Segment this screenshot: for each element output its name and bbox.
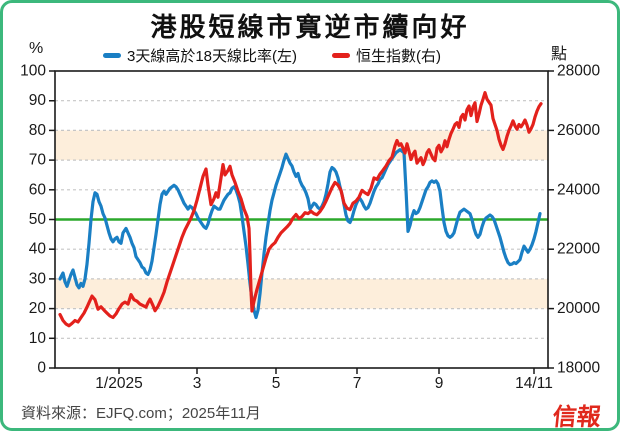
legend-swatch-blue-icon (103, 53, 121, 58)
page-title: 港股短線市寬逆市續向好 (150, 12, 470, 42)
right-axis-tick-label: 24000 (557, 181, 600, 198)
x-axis-tick-label: 1/2025 (95, 375, 142, 392)
left-axis-tick-label: 20 (29, 300, 47, 317)
legend-item-hang-seng-index: 恒生指數(右) (332, 45, 441, 66)
shaded-band (55, 130, 548, 161)
x-axis-tick-label: 14/11 (515, 375, 553, 392)
right-axis-tick-label: 28000 (557, 63, 600, 80)
right-axis-unit: 點 (551, 46, 568, 63)
x-axis-tick-label: 3 (193, 375, 202, 392)
legend-label: 恒生指數(右) (356, 48, 442, 65)
left-axis-tick-label: 90 (29, 92, 47, 109)
shaded-band (55, 278, 548, 309)
left-axis-tick-label: 80 (29, 122, 47, 139)
left-axis-tick-label: 40 (29, 241, 47, 258)
left-axis-tick-label: 0 (37, 360, 46, 377)
series-line-breadth-ratio (58, 148, 542, 320)
right-axis-tick-label: 20000 (557, 300, 600, 317)
x-axis-tick-label: 9 (435, 375, 444, 392)
left-axis-tick-label: 100 (20, 63, 46, 80)
left-axis-tick-label: 50 (29, 211, 47, 228)
legend-label: 3天線高於18天線比率(左) (127, 48, 298, 65)
legend-item-breadth-ratio: 3天線高於18天線比率(左) (103, 45, 297, 66)
source-note: 資料來源：EJFQ.com；2025年11月 (21, 405, 261, 422)
left-axis-tick-label: 70 (29, 152, 47, 169)
series-line-hang-seng-index (58, 91, 543, 328)
right-axis-tick-label: 26000 (557, 122, 600, 139)
left-axis-unit: % (29, 40, 44, 57)
left-axis-tick-label: 30 (29, 270, 47, 287)
x-axis-tick-label: 5 (272, 375, 281, 392)
line-chart-plot: 0 10 20 30 40 50 60 70 80 90 100 18000 20000 22000 240… (20, 63, 600, 393)
left-axis-tick-label: 60 (29, 181, 47, 198)
right-axis-tick-label: 18000 (557, 360, 600, 377)
legend: 3天線高於18天線比率(左) 恒生指數(右) (103, 45, 441, 66)
x-axis-tick-label: 7 (353, 375, 362, 392)
publisher-logo: 信報 (551, 405, 602, 431)
legend-swatch-red-icon (332, 53, 351, 58)
left-axis-tick-label: 10 (29, 330, 47, 347)
right-axis-tick-label: 22000 (557, 241, 600, 258)
